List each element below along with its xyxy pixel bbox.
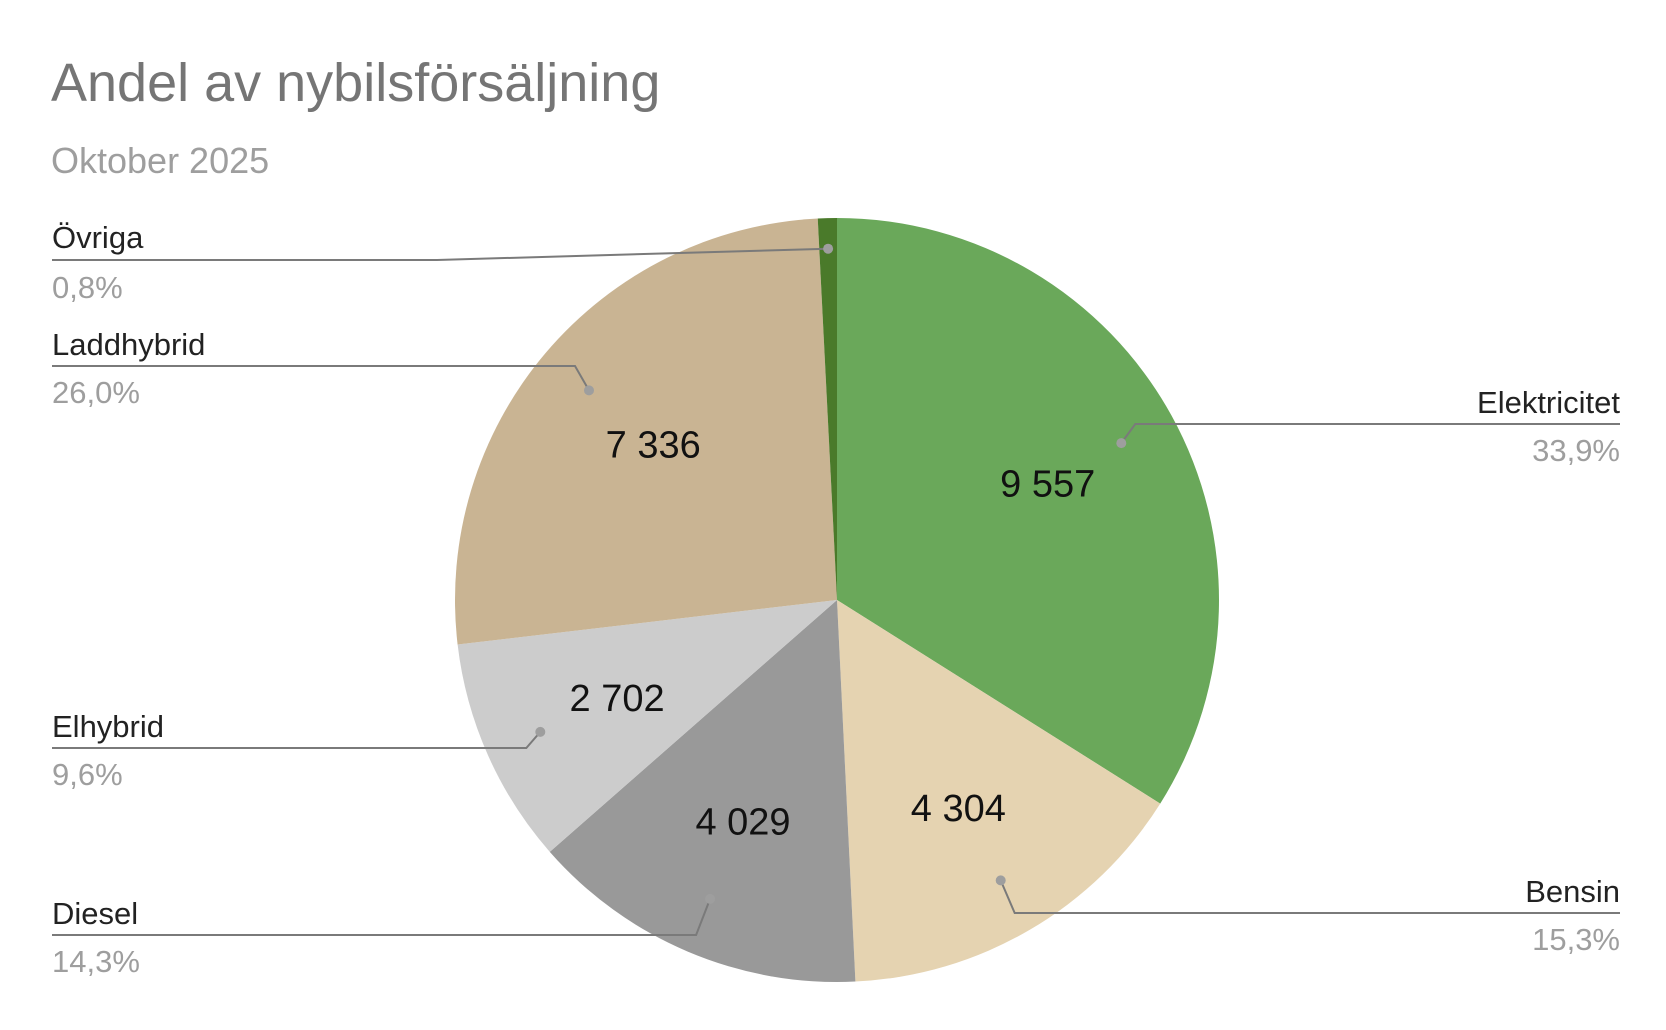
slice-value-label: 4 304 <box>911 788 1006 830</box>
pie-slice <box>837 600 1161 982</box>
leader-dot <box>584 385 594 396</box>
pie-slice <box>549 600 856 983</box>
slice-category-label: Bensin <box>1525 874 1620 909</box>
leader-line <box>52 898 712 936</box>
chart-subtitle: Oktober 2025 <box>51 140 270 181</box>
slice-percent-label: 26,0% <box>52 375 140 410</box>
slice-percent-label: 0,8% <box>52 270 123 305</box>
pie-slice <box>454 218 837 645</box>
slice-percent-label: 14,3% <box>52 944 140 979</box>
leader-line <box>52 247 829 261</box>
slice-category-label: Laddhybrid <box>52 327 205 362</box>
leader-dot <box>535 726 546 737</box>
slice-percent-label: 33,9% <box>1532 433 1620 468</box>
leader-line <box>1120 423 1620 444</box>
leader-line <box>999 880 1620 914</box>
slice-value-label: 7 336 <box>606 425 701 467</box>
leader-dot <box>823 243 834 254</box>
pie-slice <box>457 600 837 852</box>
leader-line <box>52 365 590 391</box>
slice-percent-label: 9,6% <box>52 757 123 792</box>
leader-dot <box>705 893 716 904</box>
slice-category-label: Elhybrid <box>52 709 164 744</box>
slice-percent-label: 15,3% <box>1532 922 1620 957</box>
slice-value-label: 9 557 <box>1000 464 1095 506</box>
slice-category-label: Elektricitet <box>1477 385 1620 420</box>
pie-slice <box>817 218 837 600</box>
slice-category-label: Övriga <box>52 220 144 255</box>
pie-slice <box>837 218 1219 804</box>
leader-dot <box>1116 438 1127 449</box>
chart-title: Andel av nybilsförsäljning <box>51 53 661 113</box>
leader-dot <box>995 875 1006 886</box>
slice-value-label: 2 702 <box>570 678 665 720</box>
slice-category-label: Diesel <box>52 896 138 931</box>
slice-value-label: 4 029 <box>695 802 790 844</box>
leader-line <box>52 731 542 749</box>
